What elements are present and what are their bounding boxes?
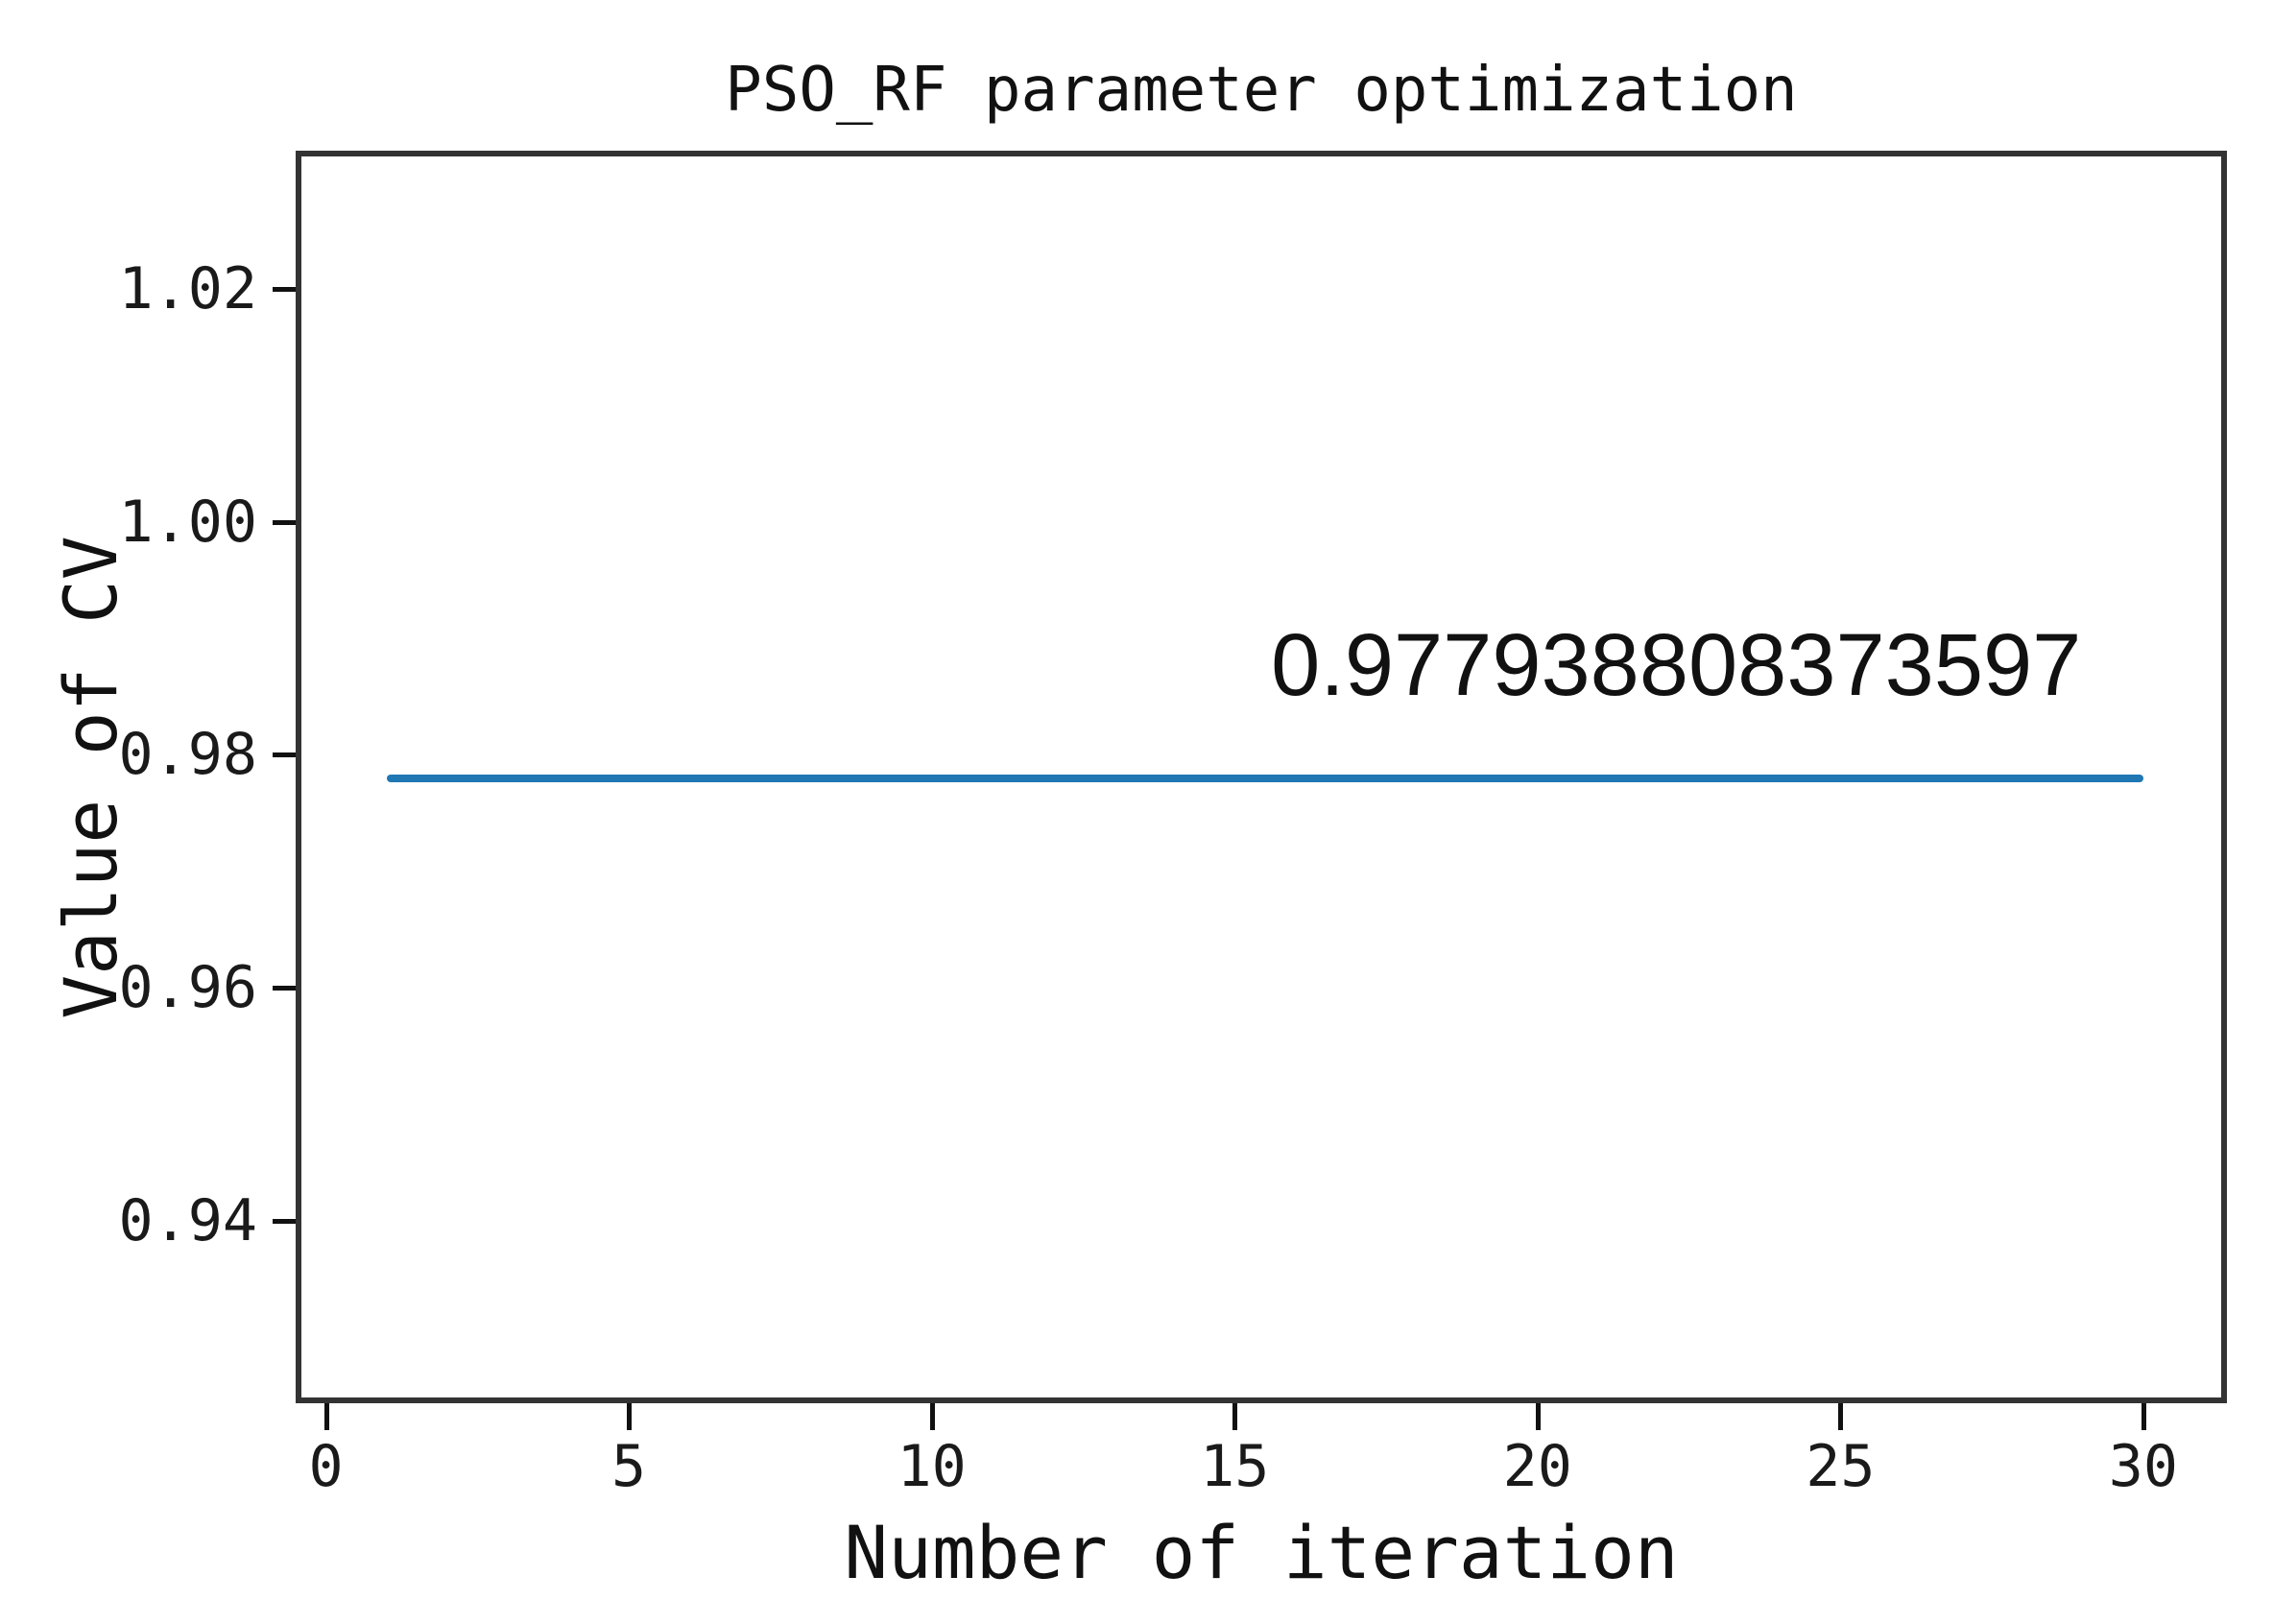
y-tick-mark [273,1218,296,1224]
y-tick-label: 1.02 [118,255,258,323]
x-tick-mark [627,1403,633,1430]
y-tick-label: 1.00 [118,488,258,556]
cv-line [386,775,2143,783]
y-tick-label: 0.96 [118,954,258,1022]
cv-value-annotation: 0.977938808373597 [1271,616,2082,715]
x-tick-label: 30 [2108,1433,2179,1500]
y-tick-mark [273,519,296,525]
x-tick-label: 5 [611,1433,647,1500]
y-tick-label: 0.98 [118,721,258,789]
x-tick-label: 20 [1502,1433,1572,1500]
x-tick-mark [1535,1403,1541,1430]
x-tick-mark [323,1403,329,1430]
x-tick-label: 0 [308,1433,344,1500]
y-tick-mark [273,287,296,293]
chart-title: PSO_RF parameter optimization [725,55,1798,126]
x-tick-mark [1838,1403,1844,1430]
x-tick-mark [2141,1403,2146,1430]
x-tick-label: 25 [1806,1433,1876,1500]
y-tick-mark [273,752,296,758]
y-tick-label: 0.94 [118,1186,258,1254]
y-tick-mark [273,986,296,991]
x-tick-mark [929,1403,935,1430]
x-tick-label: 15 [1200,1433,1270,1500]
x-tick-label: 10 [897,1433,967,1500]
x-axis-label: Number of iteration [844,1510,1679,1595]
x-tick-mark [1232,1403,1238,1430]
